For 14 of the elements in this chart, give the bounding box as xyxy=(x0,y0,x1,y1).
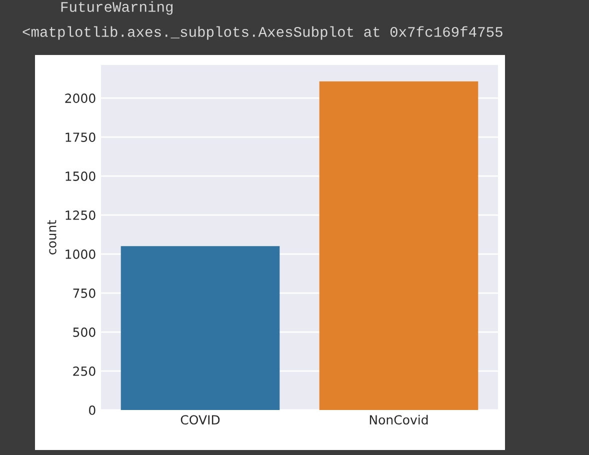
y-tick-label: 250 xyxy=(73,366,96,376)
y-axis-title: count xyxy=(47,220,56,254)
y-tick-label: 1250 xyxy=(66,210,96,220)
text: FutureWarning xyxy=(61,1,173,15)
y-tick-label: 1750 xyxy=(66,132,96,142)
y-tick-label: 0 xyxy=(89,405,96,415)
y-tick-label: 1500 xyxy=(66,172,96,181)
text: <matplotlib.axes._subplots.AxesSubplot at 0x7fc169f4755 xyxy=(22,26,502,40)
x-tick-label: NonCovid xyxy=(370,414,428,425)
y-tick-label: 2000 xyxy=(65,94,96,103)
x-tick-label: COVID xyxy=(180,415,220,425)
y-tick-label: 1000 xyxy=(66,250,96,259)
y-tick-label: 750 xyxy=(73,288,96,298)
y-tick-label: 500 xyxy=(73,327,96,337)
